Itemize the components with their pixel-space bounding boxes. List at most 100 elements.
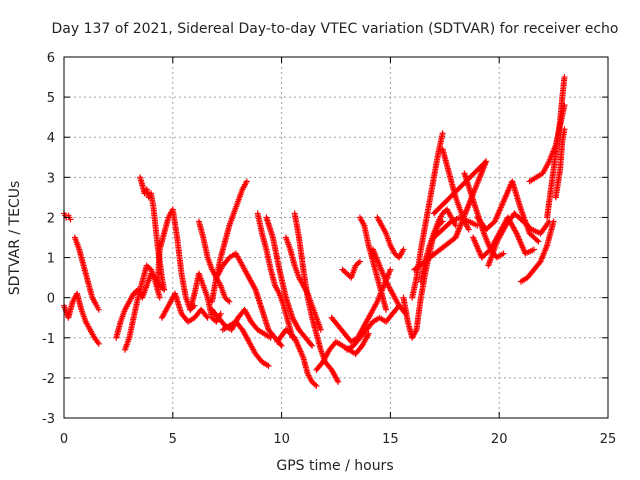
data-point	[400, 246, 407, 253]
data-point-trail	[122, 336, 132, 352]
data-point	[535, 238, 542, 245]
data-point-trail	[220, 255, 232, 268]
data-point-trail	[480, 247, 493, 260]
data-point-trail	[379, 224, 389, 235]
data-point-trail	[231, 200, 241, 215]
data-point-trail	[435, 131, 446, 155]
data-point-trail	[313, 332, 324, 352]
data-point	[365, 330, 372, 337]
data-point-trail	[85, 280, 95, 300]
data-point-trail	[130, 296, 141, 320]
series-arc-03	[71, 234, 102, 313]
data-point-trail	[272, 284, 282, 296]
data-point-trail	[362, 312, 373, 328]
data-point-trail	[462, 220, 471, 231]
data-point	[383, 306, 390, 313]
data-point-trail	[81, 264, 91, 284]
data-point-trail	[450, 215, 462, 224]
data-point-trail	[252, 288, 265, 312]
data-point-trail	[400, 296, 411, 324]
data-point-trail	[527, 231, 541, 244]
data-point-trail	[418, 260, 428, 283]
grid	[64, 57, 608, 418]
data-point-trail	[210, 316, 218, 324]
data-point-trail	[161, 216, 172, 235]
data-point-trail	[329, 368, 341, 384]
data-point	[531, 246, 538, 253]
data-point-trail	[296, 276, 306, 288]
series-arc-19	[274, 326, 320, 389]
data-point-trail	[246, 340, 258, 356]
data-point-trail	[441, 207, 449, 216]
data-point-trail	[559, 75, 568, 99]
data-point	[474, 222, 481, 229]
data-point-trail	[240, 328, 252, 344]
data-point-trail	[364, 320, 375, 332]
data-point-trail	[492, 199, 506, 223]
data-point-trail	[375, 216, 384, 227]
data-point	[217, 310, 224, 317]
data-point-trail	[174, 236, 185, 275]
data-point-trail	[226, 212, 237, 227]
series-arc-28	[409, 130, 446, 301]
y-tick-label: 6	[47, 51, 55, 66]
data-point-trail	[145, 263, 153, 272]
data-point-trail	[266, 328, 277, 340]
y-tick-label: 1	[47, 252, 55, 267]
data-point-trail	[314, 360, 325, 372]
x-tick-label: 15	[382, 432, 399, 447]
data-point-trail	[263, 215, 276, 239]
data-point-trail	[222, 224, 232, 243]
data-point-trail	[199, 308, 210, 320]
data-point-trail	[90, 296, 99, 308]
x-axis-label: GPS time / hours	[276, 458, 393, 474]
data-point-trail	[470, 236, 485, 260]
data-point	[309, 342, 316, 349]
data-point-trail	[305, 372, 315, 384]
data-point-trail	[310, 380, 318, 388]
x-tick-label: 5	[169, 432, 177, 447]
data-point-trail	[553, 167, 563, 199]
y-tick-label: -1	[42, 332, 55, 347]
data-point-trail	[118, 308, 128, 324]
data-point-trail	[132, 287, 140, 296]
data-point-trail	[361, 224, 372, 247]
data-point-trail	[521, 219, 534, 232]
data-point-trail	[412, 235, 458, 272]
data-point	[561, 126, 568, 133]
data-point-trail	[259, 232, 269, 251]
data-point-trail	[524, 247, 536, 256]
data-point	[356, 258, 363, 265]
data-point-trail	[79, 308, 89, 324]
series-arc-35	[485, 210, 553, 269]
data-point-trail	[296, 236, 307, 271]
data-point-trail	[233, 252, 245, 268]
data-point-trail	[305, 296, 315, 320]
data-point-trail	[351, 336, 362, 348]
data-point-trail	[268, 268, 278, 288]
series-arc-38	[544, 74, 568, 221]
data-point-trail	[396, 248, 406, 259]
data-point-trail	[196, 272, 206, 287]
plot-frame	[63, 56, 609, 419]
data-point-trail	[358, 328, 369, 340]
x-tick-label: 20	[491, 432, 508, 447]
data-point-trail	[172, 292, 185, 316]
data-point-trail	[383, 280, 395, 296]
data-point-trail	[200, 236, 211, 259]
data-point-trail	[209, 276, 220, 304]
data-point-trail	[270, 236, 283, 271]
x-tick-label: 0	[60, 432, 68, 447]
data-point-trail	[341, 343, 351, 352]
series-arc-39	[552, 126, 568, 201]
series-arc-18	[291, 210, 342, 385]
data-point-trail	[83, 320, 93, 332]
data-point	[95, 340, 102, 347]
data-point-trail	[514, 232, 528, 256]
data-point-trail	[218, 284, 228, 299]
series-arc-33	[470, 214, 538, 261]
data-point-trail	[534, 171, 545, 180]
data-point-trail	[283, 296, 295, 320]
data-point-trail	[235, 188, 245, 203]
data-point-trail	[170, 208, 180, 239]
